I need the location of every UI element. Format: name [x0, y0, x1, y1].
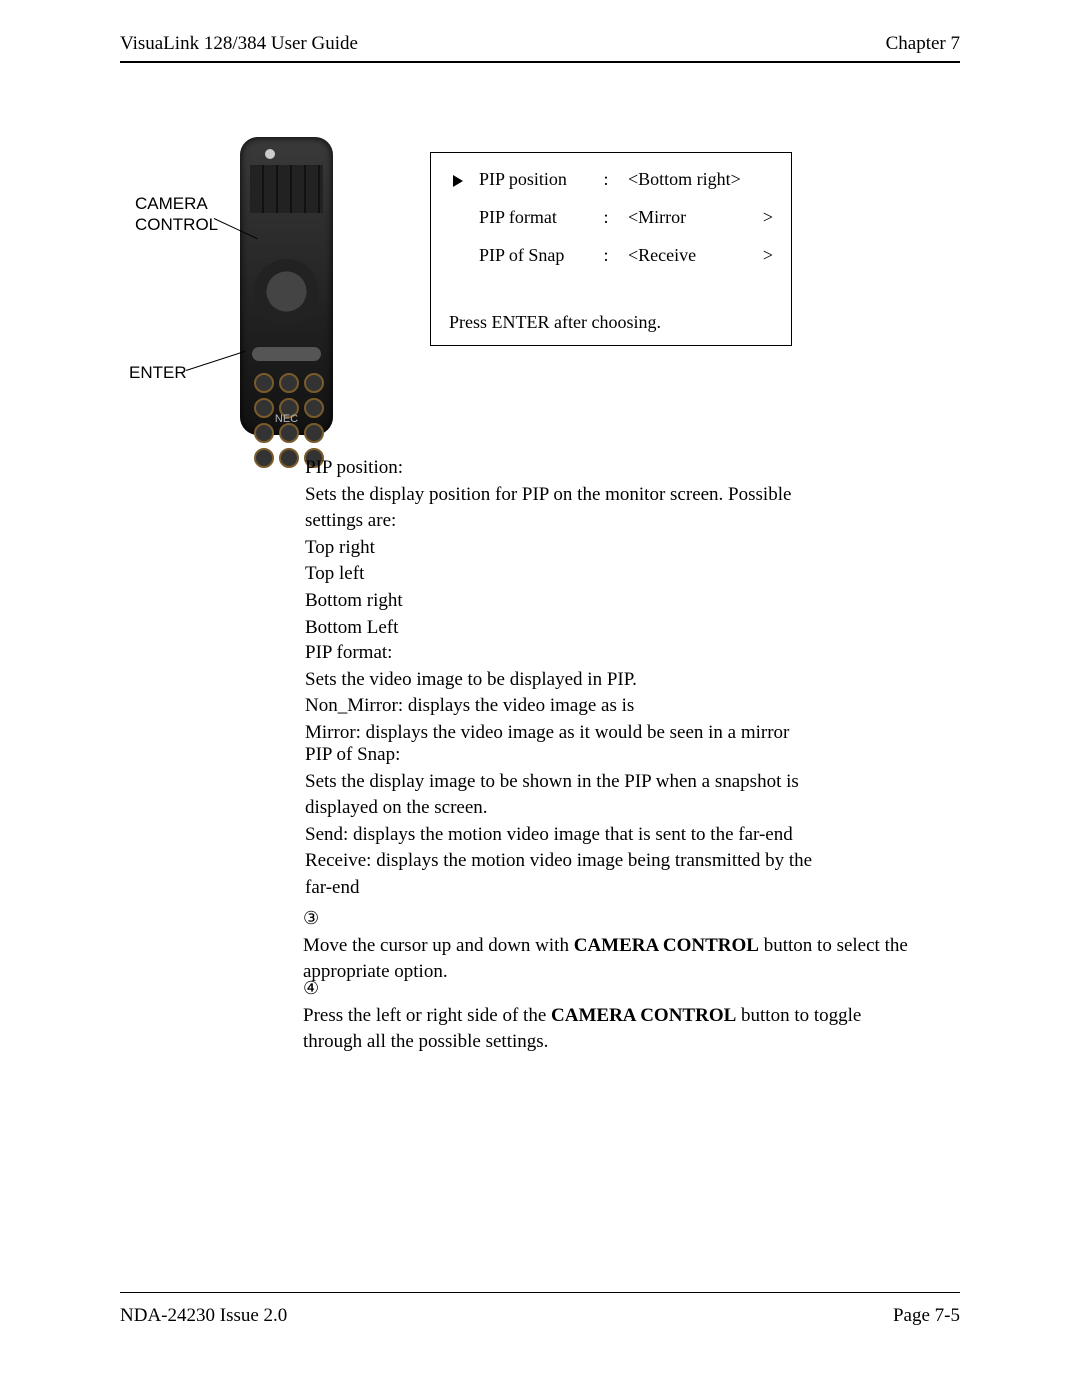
menu-prompt: Press ENTER after choosing.: [449, 312, 661, 333]
footer-left: NDA-24230 Issue 2.0: [120, 1305, 287, 1327]
footer-right: Page 7-5: [893, 1305, 960, 1327]
step-item: ③ Move the cursor up and down with CAMER…: [303, 906, 880, 986]
menu-chevron: >: [763, 207, 773, 228]
settings-menu-box: PIP position : <Bottom right> PIP format…: [430, 152, 792, 346]
definition-line: Top left: [305, 563, 364, 584]
cursor-arrow-icon: [453, 175, 463, 187]
menu-chevron: >: [763, 245, 773, 266]
definition-block: PIP of Snap: Sets the display image to b…: [305, 742, 880, 902]
label-control: CONTROL: [135, 215, 218, 234]
definition-line: Receive: displays the motion video image…: [305, 850, 812, 898]
definition-text: Sets the display position for PIP on the…: [305, 484, 791, 532]
definition-desc: Sets the display position for PIP on the…: [305, 482, 825, 642]
definition-block: PIP position: Sets the display position …: [305, 455, 880, 641]
menu-value: <Bottom right>: [628, 169, 741, 190]
definition-line: Send: displays the motion video image th…: [305, 824, 793, 845]
label-enter: ENTER: [129, 362, 187, 383]
definition-line: Bottom right: [305, 590, 403, 611]
definition-line: Bottom Left: [305, 617, 398, 638]
menu-colon: :: [604, 169, 624, 190]
definition-term: PIP of Snap:: [305, 742, 431, 769]
step-text: Press the left or right side of the CAME…: [303, 1003, 921, 1056]
definition-term: PIP position:: [305, 455, 431, 482]
menu-label: PIP position: [479, 169, 599, 190]
menu-row: PIP format : <Mirror >: [479, 207, 773, 228]
header-right: Chapter 7: [886, 33, 960, 55]
step-number: ④: [303, 976, 331, 1001]
header-left: VisuaLink 128/384 User Guide: [120, 33, 358, 55]
step-number: ③: [303, 906, 331, 931]
definition-desc: Sets the display image to be shown in th…: [305, 769, 825, 902]
definition-line: Top right: [305, 537, 375, 558]
definition-text: Sets the display image to be shown in th…: [305, 771, 799, 819]
definition-term: PIP format:: [305, 640, 431, 667]
menu-label: PIP format: [479, 207, 599, 228]
label-camera: CAMERA: [135, 194, 208, 213]
step-bold: CAMERA CONTROL: [574, 935, 759, 956]
menu-row: PIP of Snap : <Receive >: [479, 245, 773, 266]
remote-control-image: [240, 137, 333, 435]
menu-row: PIP position : <Bottom right>: [479, 169, 773, 190]
menu-value: <Mirror: [628, 207, 686, 228]
menu-colon: :: [604, 245, 624, 266]
definition-text: Sets the video image to be displayed in …: [305, 669, 637, 690]
definition-desc: Sets the video image to be displayed in …: [305, 667, 825, 747]
definition-line: Non_Mirror: displays the video image as …: [305, 695, 634, 716]
step-bold: CAMERA CONTROL: [551, 1005, 736, 1026]
definition-block: PIP format: Sets the video image to be d…: [305, 640, 880, 746]
menu-value: <Receive: [628, 245, 696, 266]
page-header: VisuaLink 128/384 User Guide Chapter 7: [120, 33, 960, 63]
label-camera-control: CAMERA CONTROL: [135, 193, 218, 236]
step-item: ④ Press the left or right side of the CA…: [303, 976, 880, 1056]
leader-line: [186, 351, 245, 371]
page-footer: NDA-24230 Issue 2.0 Page 7-5: [120, 1292, 960, 1327]
menu-colon: :: [604, 207, 624, 228]
definition-line: Mirror: displays the video image as it w…: [305, 722, 789, 743]
menu-label: PIP of Snap: [479, 245, 599, 266]
